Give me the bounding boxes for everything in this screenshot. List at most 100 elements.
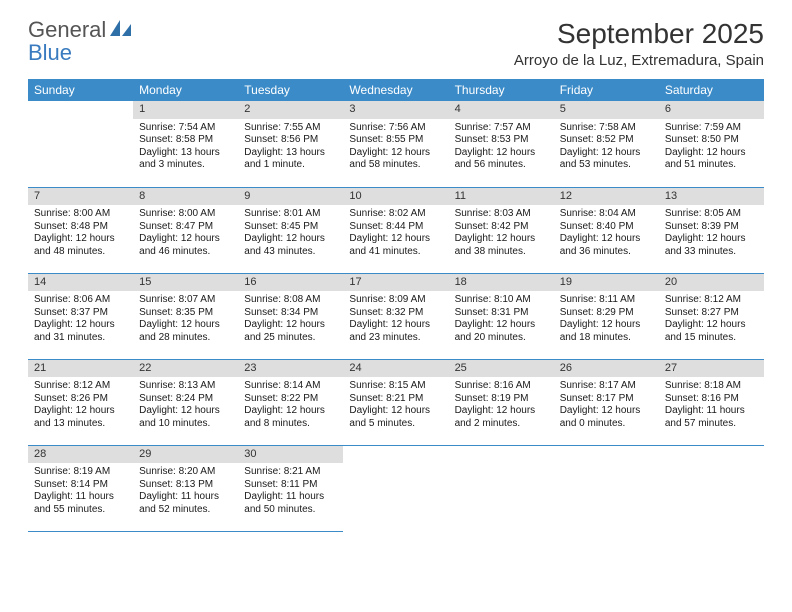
- daylight: Daylight: 12 hours and 8 minutes.: [244, 405, 337, 430]
- day-details: Sunrise: 7:59 AMSunset: 8:50 PMDaylight:…: [659, 119, 764, 176]
- day-details: Sunrise: 8:08 AMSunset: 8:34 PMDaylight:…: [238, 291, 343, 348]
- logo-text-general: General: [28, 17, 106, 42]
- calendar-cell: 25Sunrise: 8:16 AMSunset: 8:19 PMDayligh…: [449, 359, 554, 445]
- daylight: Daylight: 12 hours and 33 minutes.: [665, 233, 758, 258]
- calendar-cell: 27Sunrise: 8:18 AMSunset: 8:16 PMDayligh…: [659, 359, 764, 445]
- sunset: Sunset: 8:16 PM: [665, 393, 758, 406]
- day-details: Sunrise: 8:00 AMSunset: 8:47 PMDaylight:…: [133, 205, 238, 262]
- sunrise: Sunrise: 8:06 AM: [34, 294, 127, 307]
- daylight: Daylight: 12 hours and 43 minutes.: [244, 233, 337, 258]
- day-number: 6: [659, 101, 764, 119]
- logo: GeneralBlue: [28, 18, 133, 64]
- sunrise: Sunrise: 8:02 AM: [349, 208, 442, 221]
- calendar-cell: 10Sunrise: 8:02 AMSunset: 8:44 PMDayligh…: [343, 187, 448, 273]
- sunrise: Sunrise: 8:04 AM: [560, 208, 653, 221]
- daylight: Daylight: 11 hours and 52 minutes.: [139, 491, 232, 516]
- sunset: Sunset: 8:19 PM: [455, 393, 548, 406]
- calendar-cell: [659, 445, 764, 531]
- day-number: 27: [659, 360, 764, 378]
- calendar-cell: 26Sunrise: 8:17 AMSunset: 8:17 PMDayligh…: [554, 359, 659, 445]
- day-details: Sunrise: 8:21 AMSunset: 8:11 PMDaylight:…: [238, 463, 343, 520]
- day-details: Sunrise: 8:17 AMSunset: 8:17 PMDaylight:…: [554, 377, 659, 434]
- calendar-cell: 4Sunrise: 7:57 AMSunset: 8:53 PMDaylight…: [449, 101, 554, 187]
- sunrise: Sunrise: 8:11 AM: [560, 294, 653, 307]
- day-number: 26: [554, 360, 659, 378]
- sunrise: Sunrise: 8:05 AM: [665, 208, 758, 221]
- day-number: 12: [554, 188, 659, 206]
- daylight: Daylight: 13 hours and 1 minute.: [244, 147, 337, 172]
- calendar-cell: 11Sunrise: 8:03 AMSunset: 8:42 PMDayligh…: [449, 187, 554, 273]
- daylight: Daylight: 11 hours and 50 minutes.: [244, 491, 337, 516]
- day-header-row: SundayMondayTuesdayWednesdayThursdayFrid…: [28, 79, 764, 101]
- day-details: Sunrise: 8:11 AMSunset: 8:29 PMDaylight:…: [554, 291, 659, 348]
- daylight: Daylight: 12 hours and 51 minutes.: [665, 147, 758, 172]
- sunrise: Sunrise: 8:08 AM: [244, 294, 337, 307]
- location: Arroyo de la Luz, Extremadura, Spain: [514, 52, 764, 69]
- calendar-cell: 9Sunrise: 8:01 AMSunset: 8:45 PMDaylight…: [238, 187, 343, 273]
- sunrise: Sunrise: 7:57 AM: [455, 122, 548, 135]
- day-details: Sunrise: 8:18 AMSunset: 8:16 PMDaylight:…: [659, 377, 764, 434]
- sunset: Sunset: 8:29 PM: [560, 307, 653, 320]
- daylight: Daylight: 12 hours and 23 minutes.: [349, 319, 442, 344]
- day-header: Friday: [554, 79, 659, 101]
- daylight: Daylight: 12 hours and 56 minutes.: [455, 147, 548, 172]
- day-number: 30: [238, 446, 343, 464]
- day-number: [449, 446, 554, 464]
- day-details: Sunrise: 8:14 AMSunset: 8:22 PMDaylight:…: [238, 377, 343, 434]
- daylight: Daylight: 12 hours and 38 minutes.: [455, 233, 548, 258]
- calendar-cell: 17Sunrise: 8:09 AMSunset: 8:32 PMDayligh…: [343, 273, 448, 359]
- calendar-week-row: 14Sunrise: 8:06 AMSunset: 8:37 PMDayligh…: [28, 273, 764, 359]
- daylight: Daylight: 12 hours and 13 minutes.: [34, 405, 127, 430]
- day-number: 3: [343, 101, 448, 119]
- sunset: Sunset: 8:17 PM: [560, 393, 653, 406]
- day-number: 21: [28, 360, 133, 378]
- day-number: 20: [659, 274, 764, 292]
- day-details: Sunrise: 8:06 AMSunset: 8:37 PMDaylight:…: [28, 291, 133, 348]
- logo-text-blue: Blue: [28, 40, 72, 65]
- daylight: Daylight: 12 hours and 36 minutes.: [560, 233, 653, 258]
- calendar-cell: 8Sunrise: 8:00 AMSunset: 8:47 PMDaylight…: [133, 187, 238, 273]
- daylight: Daylight: 12 hours and 0 minutes.: [560, 405, 653, 430]
- calendar-week-row: 28Sunrise: 8:19 AMSunset: 8:14 PMDayligh…: [28, 445, 764, 531]
- calendar-cell: 15Sunrise: 8:07 AMSunset: 8:35 PMDayligh…: [133, 273, 238, 359]
- calendar-cell: 19Sunrise: 8:11 AMSunset: 8:29 PMDayligh…: [554, 273, 659, 359]
- day-details: Sunrise: 8:05 AMSunset: 8:39 PMDaylight:…: [659, 205, 764, 262]
- calendar-cell: 20Sunrise: 8:12 AMSunset: 8:27 PMDayligh…: [659, 273, 764, 359]
- day-details: Sunrise: 8:04 AMSunset: 8:40 PMDaylight:…: [554, 205, 659, 262]
- sunset: Sunset: 8:40 PM: [560, 221, 653, 234]
- sunrise: Sunrise: 8:16 AM: [455, 380, 548, 393]
- day-details: Sunrise: 8:19 AMSunset: 8:14 PMDaylight:…: [28, 463, 133, 520]
- sunset: Sunset: 8:53 PM: [455, 134, 548, 147]
- day-number: [343, 446, 448, 464]
- sunset: Sunset: 8:11 PM: [244, 479, 337, 492]
- daylight: Daylight: 12 hours and 28 minutes.: [139, 319, 232, 344]
- day-number: 15: [133, 274, 238, 292]
- day-details: Sunrise: 8:03 AMSunset: 8:42 PMDaylight:…: [449, 205, 554, 262]
- day-number: 5: [554, 101, 659, 119]
- day-number: 22: [133, 360, 238, 378]
- calendar-cell: 28Sunrise: 8:19 AMSunset: 8:14 PMDayligh…: [28, 445, 133, 531]
- month-title: September 2025: [514, 18, 764, 50]
- day-number: 25: [449, 360, 554, 378]
- sunset: Sunset: 8:47 PM: [139, 221, 232, 234]
- calendar-table: SundayMondayTuesdayWednesdayThursdayFrid…: [28, 79, 764, 532]
- sunset: Sunset: 8:35 PM: [139, 307, 232, 320]
- sunset: Sunset: 8:24 PM: [139, 393, 232, 406]
- daylight: Daylight: 12 hours and 10 minutes.: [139, 405, 232, 430]
- daylight: Daylight: 12 hours and 31 minutes.: [34, 319, 127, 344]
- calendar-cell: 13Sunrise: 8:05 AMSunset: 8:39 PMDayligh…: [659, 187, 764, 273]
- calendar-cell: 3Sunrise: 7:56 AMSunset: 8:55 PMDaylight…: [343, 101, 448, 187]
- calendar-cell: 29Sunrise: 8:20 AMSunset: 8:13 PMDayligh…: [133, 445, 238, 531]
- calendar-cell: 21Sunrise: 8:12 AMSunset: 8:26 PMDayligh…: [28, 359, 133, 445]
- day-number: 24: [343, 360, 448, 378]
- calendar-cell: 6Sunrise: 7:59 AMSunset: 8:50 PMDaylight…: [659, 101, 764, 187]
- sunrise: Sunrise: 8:01 AM: [244, 208, 337, 221]
- day-number: 8: [133, 188, 238, 206]
- day-header: Saturday: [659, 79, 764, 101]
- daylight: Daylight: 12 hours and 18 minutes.: [560, 319, 653, 344]
- day-number: 9: [238, 188, 343, 206]
- calendar-cell: 5Sunrise: 7:58 AMSunset: 8:52 PMDaylight…: [554, 101, 659, 187]
- sunrise: Sunrise: 7:59 AM: [665, 122, 758, 135]
- day-details: Sunrise: 7:55 AMSunset: 8:56 PMDaylight:…: [238, 119, 343, 176]
- header: GeneralBlue September 2025 Arroyo de la …: [28, 18, 764, 69]
